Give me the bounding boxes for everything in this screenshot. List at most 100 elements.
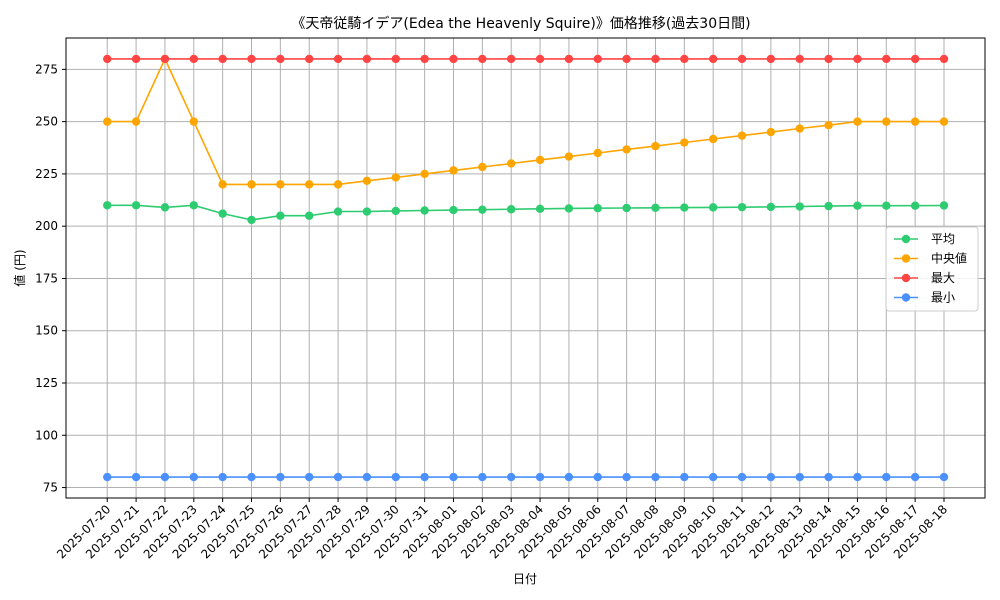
- data-point: [305, 472, 314, 482]
- chart-title: 《天帝従騎イデア(Edea the Heavenly Squire)》価格推移(…: [291, 15, 750, 32]
- data-point: [131, 201, 141, 210]
- y-tick-label: 125: [35, 376, 58, 390]
- data-point: [564, 472, 574, 482]
- data-point: [305, 180, 314, 189]
- data-point: [305, 211, 314, 220]
- data-point: [478, 54, 487, 64]
- data-point: [103, 472, 112, 482]
- data-point: [449, 54, 458, 64]
- data-point: [824, 201, 833, 211]
- data-point: [737, 472, 747, 482]
- data-point: [882, 54, 891, 64]
- data-point: [939, 54, 949, 64]
- data-point: [853, 54, 862, 64]
- data-point: [333, 180, 343, 189]
- data-point: [651, 54, 660, 64]
- data-point: [622, 472, 631, 482]
- data-point: [737, 202, 747, 212]
- data-point: [276, 211, 285, 220]
- series-points: [103, 54, 949, 482]
- data-point: [218, 54, 227, 64]
- data-point: [420, 472, 429, 482]
- data-point: [910, 201, 920, 210]
- data-point: [420, 206, 429, 215]
- data-point: [333, 207, 343, 216]
- data-point: [795, 124, 804, 133]
- data-point: [593, 472, 602, 482]
- data-point: [651, 472, 660, 482]
- data-point: [189, 201, 198, 210]
- data-point: [247, 180, 256, 189]
- legend-marker: [901, 254, 911, 263]
- legend-box: [885, 226, 979, 312]
- data-point: [708, 472, 718, 482]
- data-point: [391, 54, 400, 64]
- data-point: [478, 205, 487, 214]
- data-point: [333, 472, 343, 482]
- y-tick-label: 100: [35, 428, 58, 442]
- data-point: [478, 472, 487, 482]
- data-point: [276, 472, 285, 482]
- data-point: [824, 472, 833, 482]
- data-point: [680, 203, 689, 212]
- data-point: [939, 472, 949, 482]
- data-point: [622, 145, 631, 154]
- data-point: [535, 472, 545, 482]
- data-point: [737, 131, 747, 140]
- data-point: [766, 472, 776, 482]
- data-point: [795, 54, 804, 64]
- data-point: [131, 472, 141, 482]
- data-point: [708, 203, 718, 212]
- data-point: [478, 162, 487, 172]
- data-point: [737, 54, 747, 64]
- data-point: [391, 173, 400, 182]
- data-point: [651, 203, 660, 212]
- data-point: [910, 117, 920, 126]
- plot-frame: [65, 37, 986, 499]
- data-point: [824, 54, 833, 64]
- data-point: [622, 54, 631, 64]
- data-point: [766, 54, 776, 64]
- legend-label: 最小: [931, 291, 955, 305]
- data-point: [189, 472, 198, 482]
- data-point: [853, 472, 862, 482]
- data-point: [362, 472, 372, 482]
- data-point: [622, 203, 631, 213]
- y-tick-label: 250: [35, 115, 58, 129]
- data-point: [276, 54, 285, 64]
- data-point: [910, 472, 920, 482]
- data-point: [305, 54, 314, 64]
- data-point: [333, 54, 343, 64]
- data-point: [593, 204, 602, 213]
- data-point: [680, 54, 689, 64]
- data-point: [708, 134, 718, 144]
- legend-label: 平均: [931, 232, 955, 246]
- grid: [66, 38, 985, 498]
- data-point: [160, 472, 170, 482]
- data-point: [882, 117, 891, 126]
- series-line-1: [107, 56, 944, 186]
- data-point: [160, 54, 170, 64]
- data-point: [391, 472, 400, 482]
- legend-marker: [901, 293, 911, 302]
- y-tick-label: 175: [35, 271, 58, 285]
- data-point: [506, 205, 516, 214]
- data-point: [910, 54, 920, 64]
- data-point: [882, 472, 891, 482]
- data-point: [535, 204, 545, 214]
- legend-label: 最大: [931, 271, 955, 285]
- data-point: [449, 205, 458, 215]
- data-point: [131, 117, 141, 126]
- data-point: [218, 180, 227, 189]
- data-point: [103, 201, 112, 210]
- data-point: [853, 117, 862, 126]
- data-point: [564, 54, 574, 64]
- data-point: [247, 472, 256, 482]
- data-point: [680, 472, 689, 482]
- data-point: [939, 117, 949, 126]
- data-point: [766, 202, 776, 212]
- data-point: [882, 201, 891, 210]
- data-point: [766, 127, 776, 137]
- data-point: [506, 472, 516, 482]
